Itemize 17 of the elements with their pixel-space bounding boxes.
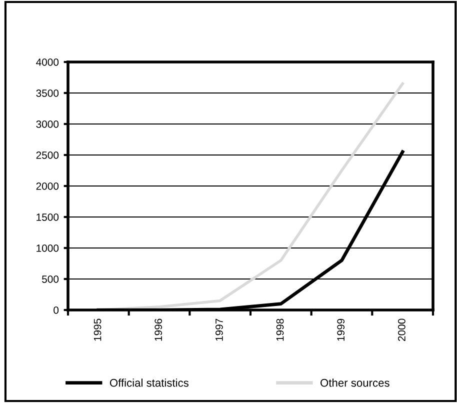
y-tick-label: 1500: [36, 214, 59, 221]
x-tick-label: 1995: [94, 318, 102, 341]
y-tick-label: 0: [54, 306, 59, 314]
y-tick-label: 2000: [36, 182, 59, 190]
x-tick-label: 1999: [337, 318, 345, 341]
x-tick-label: 1998: [276, 318, 284, 341]
y-tick-label: 2500: [36, 152, 59, 159]
y-tick-label: 3500: [36, 90, 59, 97]
y-tick-label: 4000: [36, 58, 59, 66]
y-tick-label: 3000: [36, 120, 59, 128]
legend-label: Other sources: [320, 378, 390, 387]
x-tick-label: 1997: [216, 318, 223, 341]
legend-label: Official statistics: [110, 378, 188, 387]
x-tick-label: 1996: [154, 318, 162, 341]
y-tick-label: 1000: [36, 244, 59, 252]
x-tick-label: 2000: [398, 318, 406, 341]
y-tick-label: 500: [42, 276, 59, 283]
